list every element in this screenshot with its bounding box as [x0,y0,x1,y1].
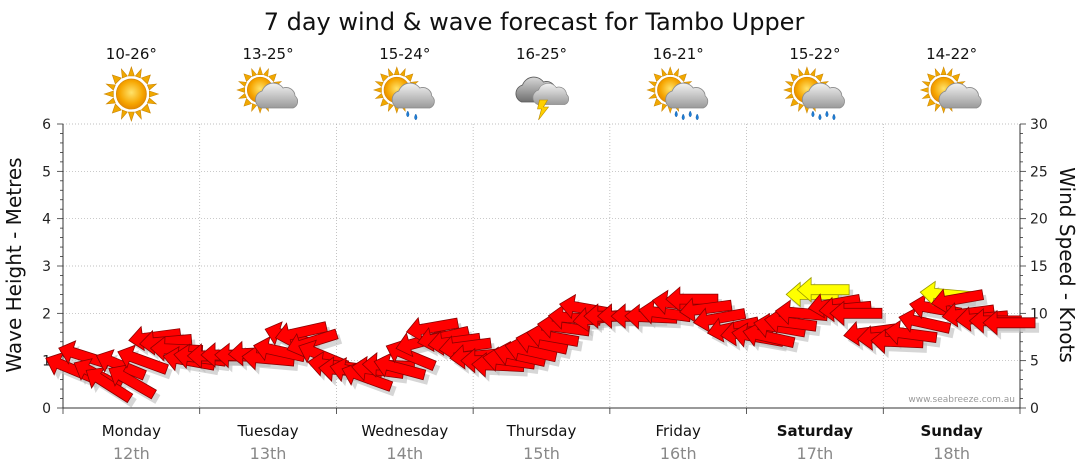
partly-cloudy-rain-icon [646,66,709,121]
y2-tick-label: 25 [1030,164,1048,180]
y-tick-label: 3 [42,259,51,275]
wind-arrow [117,344,169,375]
y-axis-label: Wave Height - Metres [2,157,26,372]
partly-cloudy-showers-icon [373,66,435,121]
y-tick-label: 0 [42,401,51,417]
day-date-label: 18th [933,444,970,463]
y-tick-label: 6 [42,117,51,133]
wind-arrow [982,309,1036,336]
sun-icon [103,66,159,122]
wind-arrow [884,319,938,346]
temperature-range: 13-25° [243,45,294,63]
temperature-range: 16-25° [516,45,567,63]
day-name-label: Tuesday [237,422,299,440]
wind-arrows [45,276,1036,404]
chart-title: 7 day wind & wave forecast for Tambo Upp… [264,8,805,36]
day-date-label: 15th [523,444,560,463]
day-date-label: 17th [797,444,834,463]
wind-gust-arrow [796,276,850,303]
y2-tick-label: 30 [1030,117,1048,133]
day-date-label: 12th [113,444,150,463]
day-name-label: Saturday [777,422,854,440]
thunderstorm-icon [515,76,570,121]
temperature-range: 15-24° [379,45,430,63]
day-name-label: Wednesday [361,422,448,440]
temperature-range: 15-22° [789,45,840,63]
day-date-label: 13th [250,444,287,463]
temperature-range: 10-26° [106,45,157,63]
temperature-range: 16-21° [653,45,704,63]
y2-tick-label: 15 [1030,259,1048,275]
credit-text: www.seabreeze.com.au [908,395,1015,405]
day-name-label: Monday [102,422,161,440]
day-name-label: Thursday [506,422,577,440]
day-name-label: Friday [655,422,701,440]
y-tick-label: 1 [42,354,51,370]
wind-arrow [829,300,883,327]
partly-cloudy-icon [236,66,299,114]
day-date-label: 14th [386,444,423,463]
day-date-label: 16th [660,444,697,463]
partly-cloudy-icon [920,66,982,114]
y2-tick-label: 20 [1030,212,1048,228]
wind-arrow [95,349,147,381]
y2-axis-label: Wind Speed - Knots [1055,167,1079,363]
y2-tick-label: 5 [1030,354,1039,370]
y2-tick-label: 0 [1030,401,1039,417]
temperature-range: 14-22° [926,45,977,63]
day-name-label: Sunday [920,422,983,440]
y-tick-label: 5 [42,164,51,180]
partly-cloudy-rain-icon [783,66,845,121]
y-tick-label: 2 [42,306,51,322]
y-tick-label: 4 [42,212,51,228]
